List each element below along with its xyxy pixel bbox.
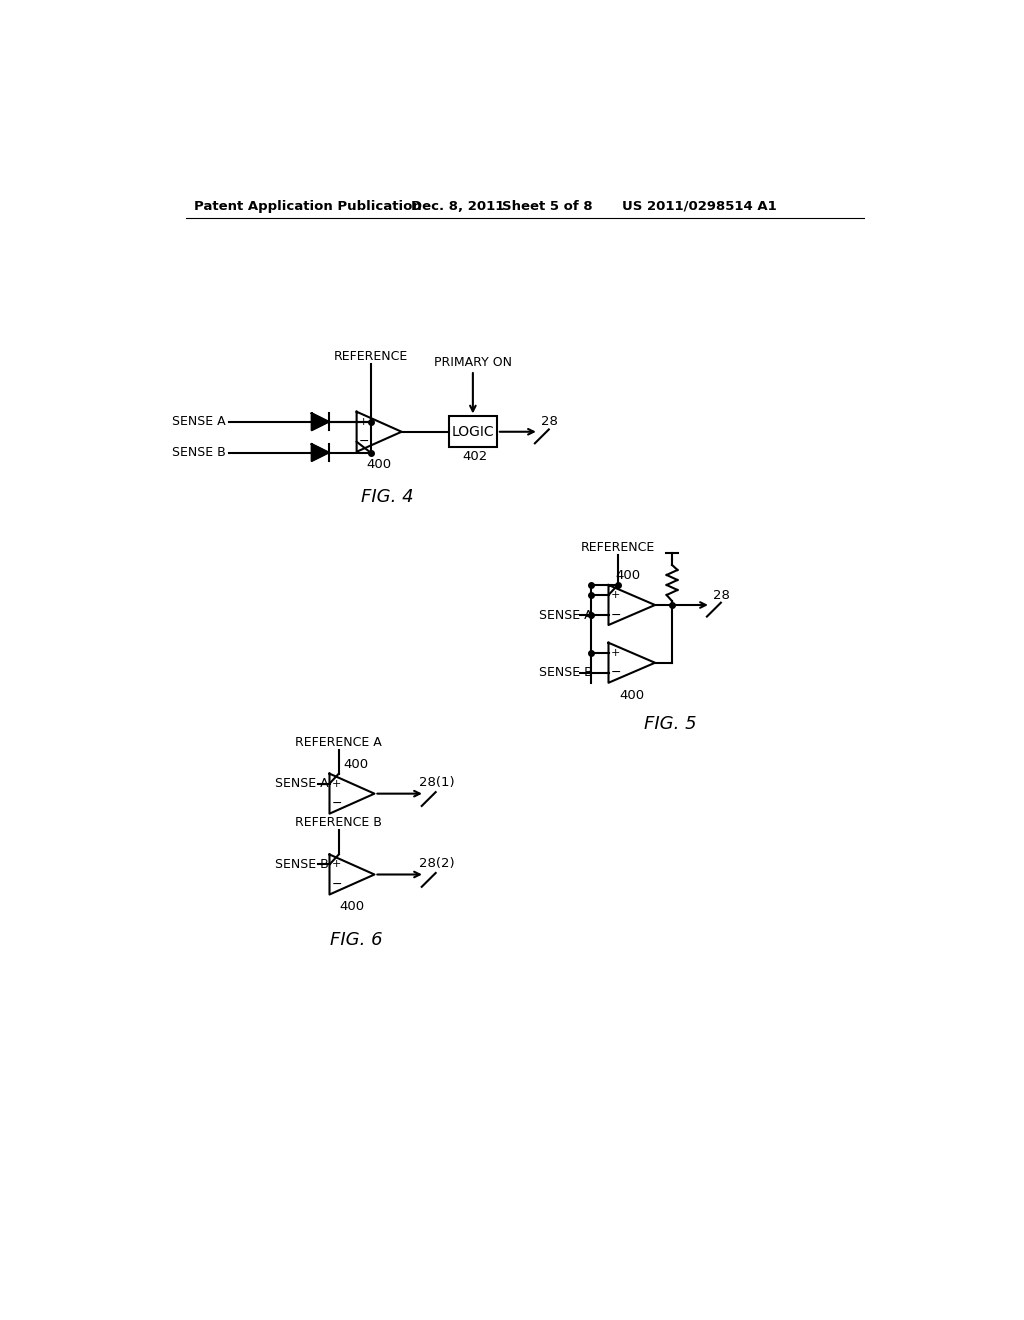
Text: SENSE A: SENSE A	[539, 609, 592, 622]
Text: 400: 400	[343, 758, 369, 771]
Text: 400: 400	[367, 458, 391, 471]
Text: 400: 400	[620, 689, 644, 702]
Text: REFERENCE B: REFERENCE B	[295, 816, 382, 829]
Text: 400: 400	[339, 900, 365, 913]
Text: Patent Application Publication: Patent Application Publication	[194, 199, 422, 213]
Text: −: −	[358, 436, 369, 449]
Text: Sheet 5 of 8: Sheet 5 of 8	[503, 199, 593, 213]
Text: −: −	[610, 609, 621, 622]
Text: 28: 28	[541, 416, 558, 428]
Text: 28(2): 28(2)	[420, 857, 455, 870]
Text: REFERENCE A: REFERENCE A	[296, 735, 382, 748]
Polygon shape	[311, 444, 329, 461]
Text: −: −	[610, 667, 621, 680]
Text: +: +	[359, 417, 369, 426]
Text: 28(1): 28(1)	[420, 776, 455, 789]
Text: REFERENCE: REFERENCE	[581, 541, 655, 554]
Text: 402: 402	[463, 450, 487, 463]
Text: SENSE A: SENSE A	[172, 416, 225, 428]
Text: +: +	[610, 648, 621, 657]
Text: +: +	[332, 859, 341, 870]
Text: PRIMARY ON: PRIMARY ON	[434, 356, 512, 370]
Text: 28: 28	[713, 589, 730, 602]
Text: −: −	[331, 878, 342, 891]
Text: FIG. 5: FIG. 5	[644, 715, 696, 734]
Text: +: +	[332, 779, 341, 788]
Text: FIG. 4: FIG. 4	[361, 488, 414, 506]
Text: US 2011/0298514 A1: US 2011/0298514 A1	[623, 199, 777, 213]
Text: FIG. 6: FIG. 6	[331, 931, 383, 949]
Text: REFERENCE: REFERENCE	[334, 350, 408, 363]
Bar	[449, 416, 497, 447]
Text: SENSE B: SENSE B	[275, 858, 329, 871]
Text: Dec. 8, 2011: Dec. 8, 2011	[411, 199, 504, 213]
Text: LOGIC: LOGIC	[452, 425, 495, 438]
Text: SENSE B: SENSE B	[539, 667, 593, 680]
Text: +: +	[610, 590, 621, 601]
Text: SENSE A: SENSE A	[275, 777, 329, 791]
Text: SENSE B: SENSE B	[172, 446, 225, 459]
Text: 400: 400	[615, 569, 640, 582]
Polygon shape	[311, 413, 329, 430]
Text: −: −	[331, 797, 342, 810]
